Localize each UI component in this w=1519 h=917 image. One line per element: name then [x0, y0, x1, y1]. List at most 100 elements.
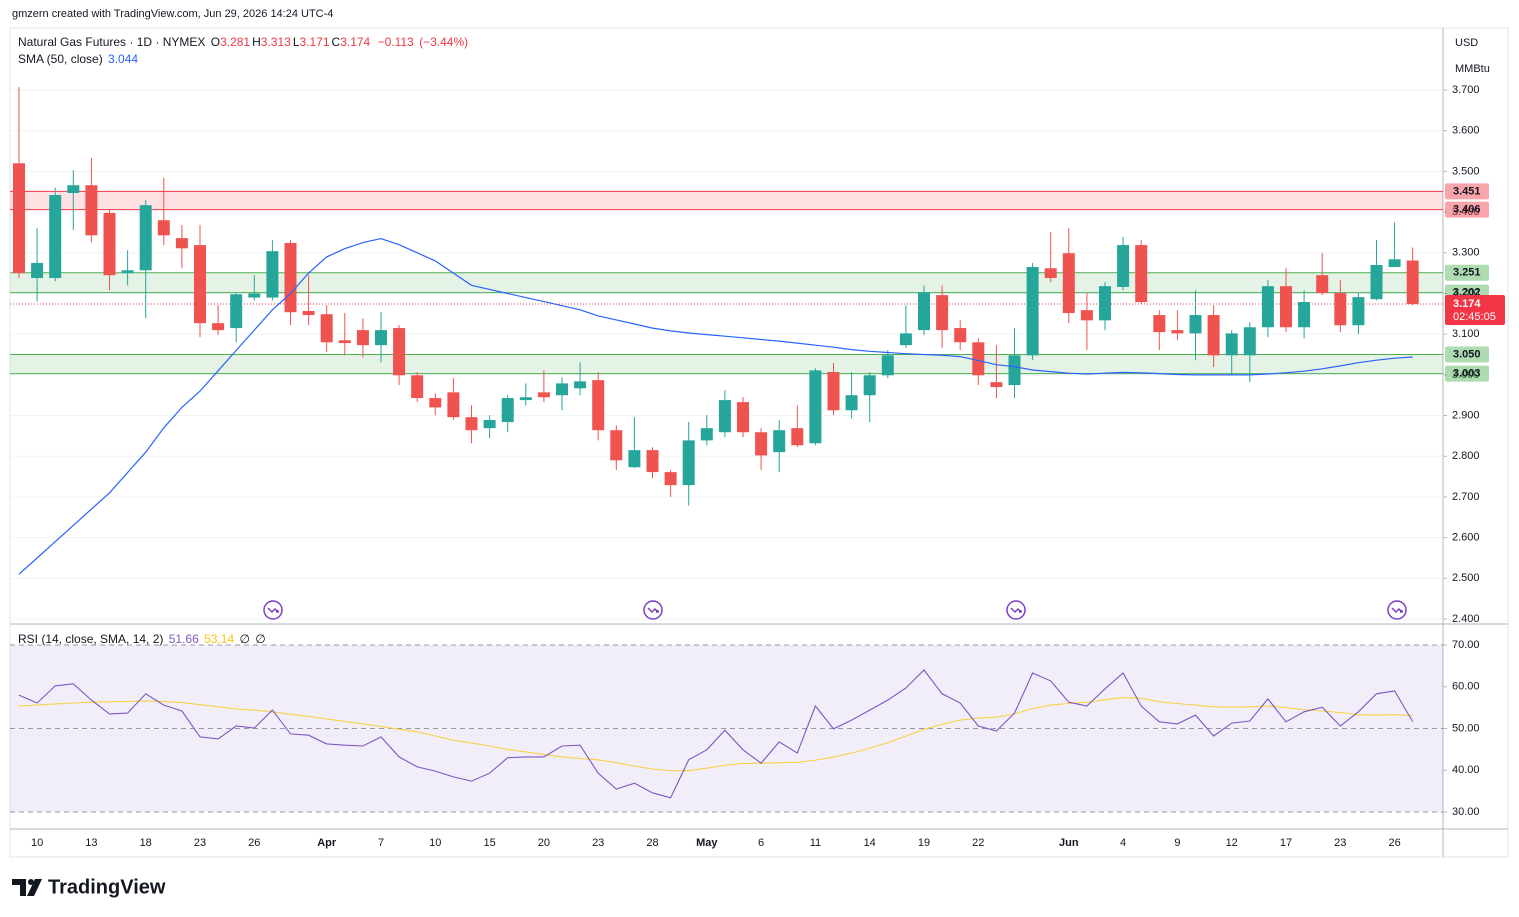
x-tick-label: 20 [538, 837, 550, 849]
candle-body [67, 185, 80, 193]
candle-body [1243, 327, 1256, 356]
event-icon[interactable] [263, 600, 283, 620]
x-tick-label: 22 [972, 837, 984, 849]
candle-body [519, 397, 532, 401]
event-icon[interactable] [1006, 600, 1026, 620]
main-legend: Natural Gas Futures · 1D · NYMEX O3.281 H… [18, 35, 470, 49]
x-tick-label: 19 [918, 837, 930, 849]
ohlc: O3.281 H3.313 L3.171 C3.174 [211, 35, 373, 49]
rsi-legend: RSI (14, close, SMA, 14, 2) 51.66 53.14 … [18, 632, 268, 646]
x-tick-label: 11 [810, 837, 821, 849]
unit: MMBtu [1455, 63, 1490, 75]
ohlc-label: O [210, 35, 221, 49]
sma-name: SMA (50, close) [18, 52, 103, 66]
candle-body [1334, 293, 1347, 326]
candle-body [320, 314, 333, 343]
price-label: 3.451 [1453, 185, 1481, 197]
price-label: 3.406 [1453, 204, 1481, 216]
x-tick-label: 7 [378, 837, 384, 849]
x-tick-label: 14 [864, 837, 876, 849]
candle-body [483, 420, 496, 429]
ohlc-label: C [331, 35, 341, 49]
y-tick-label: 3.500 [1452, 165, 1480, 177]
candle-body [1189, 315, 1202, 334]
candle-body [700, 428, 713, 441]
candle-body [284, 243, 297, 313]
change-percent: (−3.44%) [419, 35, 469, 49]
candle-body [737, 402, 749, 433]
y-tick-label: 2.900 [1452, 409, 1480, 421]
x-tick-label: Apr [317, 837, 337, 849]
rsi-name: RSI (14, close, SMA, 14, 2) [18, 632, 164, 646]
currency: USD [1455, 37, 1478, 49]
price-label-bg [1445, 365, 1489, 382]
ohlc-value: 3.174 [340, 35, 371, 49]
candle-body [175, 238, 188, 249]
candle-body [356, 330, 369, 346]
rsi-value: 51.66 [168, 632, 199, 646]
candle-body [1062, 253, 1075, 314]
rsi-line [18, 697, 1413, 772]
price-label: 3.251 [1453, 267, 1481, 279]
y-tick-label: 40.00 [1452, 764, 1480, 776]
x-tick-label: 10 [31, 837, 43, 849]
x-tick-label: May [696, 837, 718, 849]
candle-body [230, 294, 243, 329]
candle-body [1261, 286, 1274, 328]
candle-body [1406, 260, 1419, 305]
candle-body [194, 245, 206, 324]
candle-body [1117, 245, 1130, 287]
x-tick-label: 23 [194, 837, 206, 849]
candle-body [881, 355, 894, 376]
price-label-bg [1445, 183, 1489, 200]
candle-body [103, 212, 116, 276]
candle-body [918, 292, 930, 331]
event-icon[interactable] [643, 600, 663, 620]
x-tick-label: Jun [1059, 837, 1079, 849]
price-label-bg [1445, 264, 1489, 281]
candle-body [1352, 297, 1365, 326]
candle-body [610, 430, 623, 461]
candle-body [157, 220, 170, 236]
candle-body [936, 295, 949, 331]
rsi-extra: ∅ [255, 632, 266, 646]
y-tick-label: 3.700 [1452, 84, 1480, 96]
candle-body [1026, 267, 1039, 356]
ohlc-label: H [252, 35, 261, 49]
zone [10, 272, 1443, 293]
symbol: Natural Gas Futures · 1D · NYMEX [18, 35, 206, 49]
price-label-bg [1445, 346, 1489, 363]
zone [10, 354, 1443, 374]
candle-body [664, 472, 677, 486]
rsi-ma-value: 53.14 [204, 632, 235, 646]
event-markers [263, 600, 1407, 620]
logo-text: TradingView [48, 876, 166, 898]
candle-body [13, 163, 25, 274]
y-tick-label: 60.00 [1452, 681, 1480, 693]
y-tick-label: 2.600 [1452, 532, 1480, 544]
candle-body [393, 328, 406, 376]
ohlc-value: 3.171 [299, 35, 330, 49]
candle-body [1153, 315, 1166, 333]
y-tick-label: 3.100 [1452, 328, 1480, 340]
chart-frame [9, 27, 1509, 858]
logo-icon [12, 879, 42, 896]
y-tick-label: 2.800 [1452, 450, 1480, 462]
x-tick-label: 26 [248, 837, 260, 849]
candle-body [248, 293, 261, 298]
candle-body [1370, 265, 1383, 300]
x-tick-label: 17 [1280, 837, 1292, 849]
y-tick-label: 3.000 [1452, 369, 1480, 381]
y-tick-label: 2.500 [1452, 572, 1480, 584]
candle-body [972, 342, 985, 376]
candle-body [429, 398, 442, 408]
candle-body [827, 372, 840, 411]
candle-body [1044, 268, 1057, 279]
event-icon[interactable] [1387, 600, 1407, 620]
price-label: 3.050 [1453, 348, 1481, 360]
ohlc-label: L [292, 35, 300, 49]
y-tick-label: 70.00 [1452, 639, 1480, 651]
price-label: 3.003 [1453, 368, 1481, 380]
